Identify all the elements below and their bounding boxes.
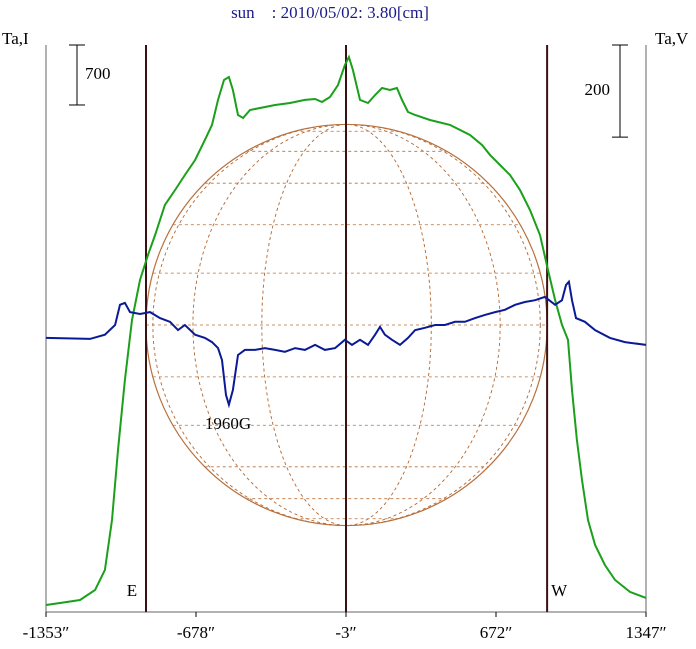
x-tick-label: 1347″: [625, 623, 666, 642]
x-tick-label: -3″: [335, 623, 356, 642]
chart-title: sun : 2010/05/02: 3.80[cm]: [231, 3, 429, 22]
x-tick-label: -678″: [177, 623, 215, 642]
annotation: 1960G: [205, 414, 251, 433]
scale-label: 700: [85, 64, 111, 83]
y-axis-label: Ta,I: [2, 29, 29, 48]
x-tick-label: 672″: [480, 623, 513, 642]
x-tick-label: -1353″: [23, 623, 70, 642]
y2-axis-label: Ta,V: [655, 29, 689, 48]
scale-label: 200: [585, 80, 611, 99]
limb-label: W: [551, 581, 568, 600]
series-line: [45, 54, 647, 606]
series-line: [45, 279, 647, 409]
limb-label: E: [127, 581, 137, 600]
